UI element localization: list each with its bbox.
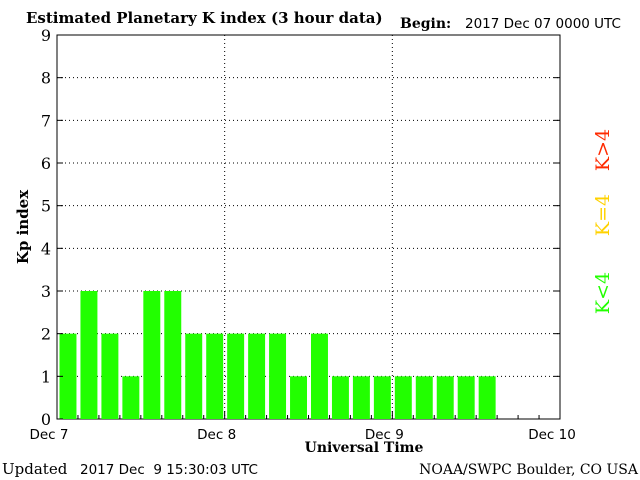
kp-bar (206, 333, 224, 419)
updated-label: Updated (2, 460, 68, 478)
x-tick-label: Dec 8 (197, 427, 236, 443)
source-credit: NOAA/SWPC Boulder, CO USA (419, 462, 639, 478)
kp-bar (248, 333, 266, 419)
chart-title: Estimated Planetary K index (3 hour data… (26, 9, 383, 27)
y-tick-label: 1 (41, 367, 51, 386)
kp-bar (373, 376, 391, 419)
kp-bar (185, 333, 203, 419)
kp-bar (478, 376, 496, 419)
y-tick-label: 9 (41, 26, 51, 45)
kp-bar (80, 291, 98, 419)
kp-bar (415, 376, 433, 419)
kp-bar (331, 376, 349, 419)
x-tick-label: Dec 7 (29, 427, 68, 443)
kp-bar (394, 376, 412, 419)
legend-mid: K=4 (592, 194, 614, 236)
y-tick-label: 8 (41, 69, 51, 88)
plot-frame (56, 34, 561, 420)
y-axis: 0 1 2 3 4 5 6 7 8 9 (41, 26, 560, 429)
kp-bar (436, 376, 454, 419)
kp-bar (164, 291, 182, 419)
legend-low: K<4 (592, 272, 614, 314)
kp-bar (290, 376, 307, 419)
y-tick-label: 5 (41, 197, 51, 216)
legend-high: K>4 (592, 129, 614, 171)
y-tick-label: 6 (41, 154, 51, 173)
kp-bar (101, 333, 119, 419)
kp-bar (227, 333, 245, 419)
begin-value: 2017 Dec 07 0000 UTC (465, 16, 621, 32)
kp-bar (122, 376, 140, 419)
x-tick-label: Dec 9 (365, 427, 404, 443)
y-tick-label: 0 (41, 410, 51, 429)
kp-bar (457, 376, 475, 419)
y-axis-label: Kp index (14, 189, 32, 264)
y-tick-label: 7 (41, 111, 51, 130)
y-tick-label: 3 (41, 282, 51, 301)
kp-bar (311, 333, 328, 419)
kp-bar (59, 333, 77, 419)
kp-bar (269, 333, 287, 419)
y-tick-label: 2 (41, 325, 51, 344)
x-tick-label: Dec 10 (528, 427, 576, 443)
bars (59, 291, 496, 419)
x-axis-label: Universal Time (305, 440, 424, 456)
x-axis: Dec 7 Dec 8 Dec 9 Dec 10 (29, 411, 576, 443)
begin-label: Begin: (400, 16, 451, 32)
y-tick-label: 4 (41, 239, 51, 258)
updated-value: 2017 Dec 9 15:30:03 UTC (80, 462, 258, 478)
kp-bar (352, 376, 370, 419)
kp-bar (143, 291, 161, 419)
grid (57, 35, 560, 419)
